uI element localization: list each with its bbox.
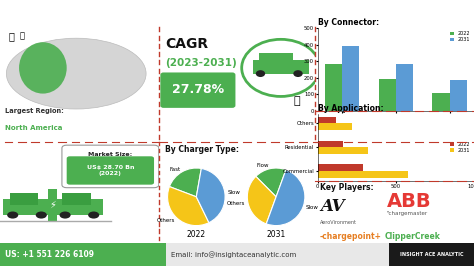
- Bar: [253, 60, 309, 74]
- Text: North America: North America: [5, 126, 62, 131]
- Text: AeroVironment: AeroVironment: [320, 220, 357, 225]
- Ellipse shape: [256, 70, 265, 77]
- Ellipse shape: [6, 38, 146, 109]
- Bar: [325, 64, 342, 111]
- Bar: [9, 193, 38, 205]
- Bar: [450, 80, 467, 111]
- Text: AV: AV: [320, 198, 345, 215]
- Text: INSIGHT ACE ANALYTIC: INSIGHT ACE ANALYTIC: [400, 252, 463, 257]
- Text: 🌲: 🌲: [8, 31, 14, 41]
- Bar: [318, 171, 408, 178]
- Text: By Charger Type:: By Charger Type:: [165, 145, 239, 154]
- Bar: [166, 243, 389, 266]
- Ellipse shape: [60, 211, 71, 219]
- Text: "chargemaster: "chargemaster: [387, 211, 428, 216]
- Bar: [379, 79, 396, 111]
- Text: 🔌: 🔌: [293, 96, 300, 106]
- Bar: [0, 243, 166, 266]
- Bar: [389, 243, 474, 266]
- Text: (2023-2031): (2023-2031): [165, 58, 237, 68]
- Bar: [432, 93, 450, 111]
- Ellipse shape: [19, 42, 67, 94]
- Bar: [318, 164, 363, 171]
- Text: Email: info@insightaceanalytic.com: Email: info@insightaceanalytic.com: [171, 251, 296, 258]
- Bar: [318, 147, 368, 154]
- Bar: [318, 117, 337, 123]
- Text: US: +1 551 226 6109: US: +1 551 226 6109: [5, 250, 94, 259]
- Bar: [342, 46, 359, 111]
- Bar: [318, 140, 343, 147]
- Bar: [318, 123, 352, 130]
- Bar: [3, 199, 51, 215]
- Text: 27.78%: 27.78%: [172, 83, 224, 96]
- Ellipse shape: [88, 211, 99, 219]
- Text: ABB: ABB: [387, 192, 431, 211]
- Text: ⚡: ⚡: [49, 200, 56, 210]
- Text: -chargepoint+: -chargepoint+: [320, 232, 382, 241]
- Bar: [62, 193, 91, 205]
- FancyBboxPatch shape: [160, 72, 236, 108]
- Text: ClipperCreek: ClipperCreek: [385, 232, 441, 241]
- Text: CAGR: CAGR: [165, 37, 208, 51]
- Text: By Application:: By Application:: [318, 104, 383, 113]
- Text: By Connector:: By Connector:: [318, 18, 379, 27]
- Ellipse shape: [293, 70, 303, 77]
- Legend: 2022, 2031: 2022, 2031: [449, 141, 472, 154]
- Ellipse shape: [7, 211, 18, 219]
- Bar: [396, 64, 413, 111]
- Ellipse shape: [36, 211, 47, 219]
- Text: Key Players:: Key Players:: [320, 183, 374, 192]
- Bar: [259, 53, 293, 64]
- Text: Largest Region:: Largest Region:: [5, 108, 64, 114]
- Bar: [47, 189, 57, 221]
- Text: Global Electric Vehicle Charging Infrastructure Market Research Report: Global Electric Vehicle Charging Infrast…: [27, 9, 447, 19]
- Text: 🌲: 🌲: [20, 31, 25, 40]
- Text: Market Size:: Market Size:: [88, 152, 133, 157]
- Legend: 2022, 2031: 2022, 2031: [449, 30, 472, 43]
- FancyBboxPatch shape: [67, 156, 154, 185]
- Text: US$ 28.70 Bn
(2022): US$ 28.70 Bn (2022): [87, 165, 134, 176]
- Bar: [55, 199, 103, 215]
- FancyBboxPatch shape: [62, 145, 159, 188]
